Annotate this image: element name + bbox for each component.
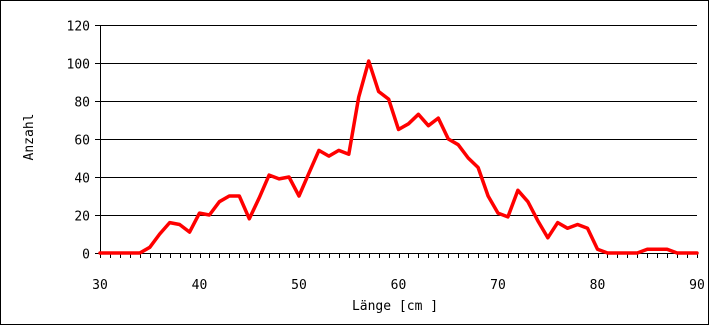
x-tick-label-50: 50 — [291, 278, 307, 293]
y-tick-label-60: 60 — [74, 134, 90, 149]
x-axis-title: Länge [cm ] — [352, 299, 438, 314]
x-tick-label-90: 90 — [689, 278, 705, 293]
x-tick-label-70: 70 — [490, 278, 506, 293]
y-tick-labels: 0 20 40 60 80 100 120 — [67, 20, 90, 263]
grid-lines — [100, 25, 697, 216]
x-tick-labels: 30 40 50 60 70 80 90 — [92, 278, 705, 293]
y-tick-label-100: 100 — [67, 58, 90, 73]
x-tick-label-60: 60 — [391, 278, 407, 293]
y-tick-label-0: 0 — [82, 248, 90, 263]
x-tick-label-40: 40 — [192, 278, 208, 293]
x-tick-label-80: 80 — [590, 278, 606, 293]
y-tick-label-40: 40 — [74, 172, 90, 187]
series-line-0 — [98, 59, 699, 255]
y-tick-label-80: 80 — [74, 96, 90, 111]
y-axis-title: Anzahl — [22, 114, 37, 161]
series — [98, 59, 699, 255]
y-tick-label-20: 20 — [74, 210, 90, 225]
y-tick-label-120: 120 — [67, 20, 90, 35]
axes — [95, 25, 698, 258]
x-tick-label-30: 30 — [92, 278, 108, 293]
